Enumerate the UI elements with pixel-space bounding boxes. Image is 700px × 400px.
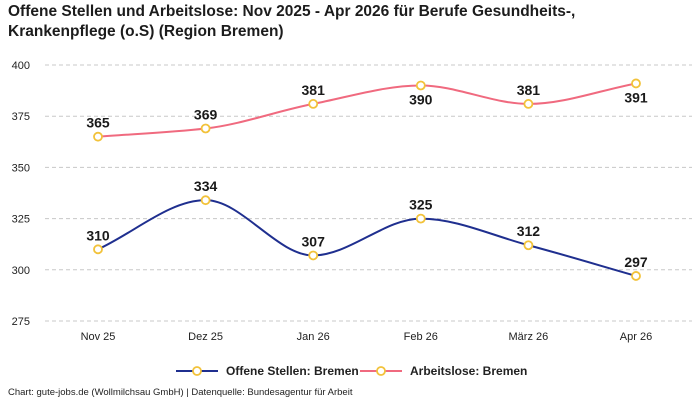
legend-marker-arbeitslose xyxy=(376,366,386,376)
offene-stellen-data-label: 334 xyxy=(194,178,218,194)
arbeitslose-data-label: 391 xyxy=(624,89,648,105)
arbeitslose-point xyxy=(415,80,426,91)
x-tick-label: Apr 26 xyxy=(620,331,652,343)
arbeitslose-data-label: 390 xyxy=(409,91,433,107)
chart-title: Offene Stellen und Arbeitslose: Nov 2025… xyxy=(8,2,692,42)
y-tick-label: 300 xyxy=(12,265,30,277)
y-tick-label: 350 xyxy=(12,162,30,174)
arbeitslose-point xyxy=(523,99,534,109)
chart-title-line-2: Krankenpflege (o.S) (Region Bremen) xyxy=(8,23,284,40)
offene-stellen-point xyxy=(415,213,426,224)
arbeitslose-line xyxy=(97,82,637,138)
offene-stellen-point xyxy=(308,250,319,261)
offene-stellen-line xyxy=(97,199,637,277)
offene-stellen-data-label: 310 xyxy=(86,227,110,243)
y-tick-label: 275 xyxy=(12,316,30,328)
arbeitslose-point xyxy=(631,78,641,89)
arbeitslose-point xyxy=(200,123,211,134)
arbeitslose-data-label: 381 xyxy=(302,82,326,98)
offene-stellen-data-label: 307 xyxy=(302,233,326,249)
x-tick-label: Feb 26 xyxy=(404,331,438,343)
y-tick-label: 400 xyxy=(12,60,30,72)
arbeitslose-data-label: 381 xyxy=(517,82,541,98)
arbeitslose-data-label: 365 xyxy=(86,115,110,131)
offene-stellen-point xyxy=(631,271,641,281)
legend-marker-offene-stellen xyxy=(192,366,202,376)
chart-title-line-1: Offene Stellen und Arbeitslose: Nov 2025… xyxy=(8,3,576,20)
x-tick-label: Nov 25 xyxy=(81,331,116,343)
y-tick-label: 325 xyxy=(12,214,30,226)
legend-label-arbeitslose: Arbeitslose: Bremen xyxy=(410,364,527,378)
arbeitslose-data-label: 369 xyxy=(194,106,218,122)
offene-stellen-point xyxy=(523,240,534,251)
legend-label-offene-stellen: Offene Stellen: Bremen xyxy=(226,364,359,378)
offene-stellen-point xyxy=(93,244,103,255)
y-tick-label: 375 xyxy=(12,111,30,123)
source-footer: Chart: gute-jobs.de (Wollmilchsau GmbH) … xyxy=(8,387,353,398)
arbeitslose-point xyxy=(93,131,103,142)
x-tick-label: März 26 xyxy=(509,331,549,343)
x-tick-label: Dez 25 xyxy=(188,331,223,343)
offene-stellen-data-label: 312 xyxy=(517,223,541,239)
arbeitslose-point xyxy=(308,99,319,109)
x-tick-label: Jan 26 xyxy=(297,331,330,343)
offene-stellen-data-label: 297 xyxy=(624,254,648,270)
offene-stellen-data-label: 325 xyxy=(409,197,433,213)
offene-stellen-point xyxy=(200,195,211,206)
